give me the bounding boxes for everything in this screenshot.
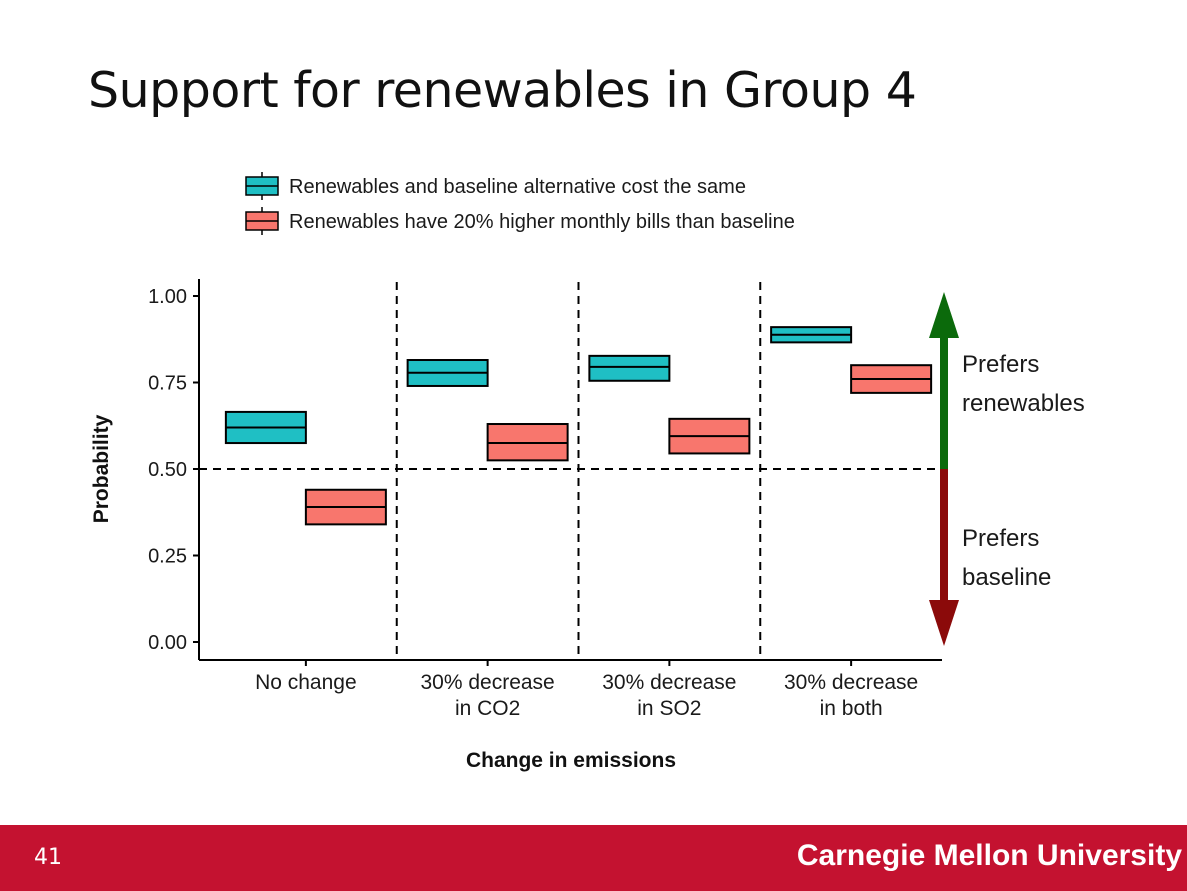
legend-label: Renewables have 20% higher monthly bills… [289, 211, 795, 233]
y-tick-label: 0.75 [148, 373, 187, 395]
footer-bar: 41 Carnegie Mellon University [0, 825, 1187, 891]
prefers-baseline-arrow-head [929, 600, 959, 646]
x-tick-label: in CO2 [455, 697, 520, 720]
x-tick-label: in both [820, 697, 883, 720]
box-mark [588, 354, 671, 382]
y-tick-label: 0.25 [148, 546, 187, 568]
university-name: Carnegie Mellon University [796, 839, 1182, 872]
x-tick-label: No change [255, 671, 357, 694]
legend-label: Renewables and baseline alternative cost… [289, 176, 746, 198]
prefers-renewables-arrow-head [929, 292, 959, 338]
y-tick-label: 1.00 [148, 286, 187, 308]
y-tick-label: 0.50 [148, 459, 187, 481]
probability-boxplot-chart: Renewables and baseline alternative cost… [90, 172, 1085, 772]
y-axis-title: Probability [90, 414, 113, 523]
x-tick-label: in SO2 [637, 697, 701, 720]
x-tick-label: 30% decrease [784, 671, 918, 694]
prefers-renewables-label: renewables [962, 390, 1085, 417]
prefers-renewables-label: Prefers [962, 351, 1039, 378]
x-tick-label: 30% decrease [602, 671, 736, 694]
x-tick-label: 30% decrease [420, 671, 554, 694]
slide-number: 41 [34, 845, 62, 870]
prefers-baseline-label: baseline [962, 564, 1051, 591]
prefers-baseline-label: Prefers [962, 525, 1039, 552]
y-tick-label: 0.00 [148, 632, 187, 654]
slide-title: Support for renewables in Group 4 [88, 62, 917, 119]
x-axis-title: Change in emissions [466, 749, 676, 772]
